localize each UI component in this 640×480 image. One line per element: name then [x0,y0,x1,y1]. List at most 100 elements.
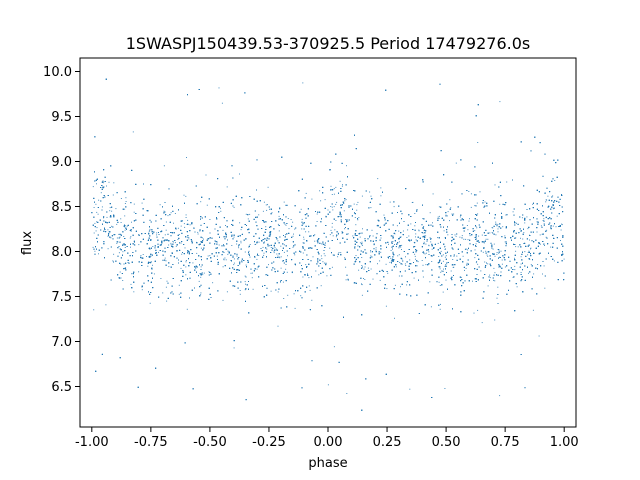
data-point [527,228,529,230]
data-point [112,260,114,262]
data-point [115,208,117,210]
data-point [429,281,431,283]
data-point [302,82,304,84]
data-point [475,245,477,247]
data-point [552,225,554,227]
data-point [356,209,358,211]
data-point [425,235,427,237]
data-point [225,225,226,226]
data-point [149,228,151,230]
data-point [197,233,199,235]
data-point [166,300,168,302]
data-point [437,242,439,244]
data-point [203,272,205,274]
data-point [327,209,329,211]
data-point [244,275,246,277]
data-point [415,258,416,260]
data-point [398,247,400,249]
data-point [512,211,514,213]
data-point [520,272,522,273]
data-point [216,241,218,243]
data-point [184,247,186,249]
data-point [200,294,202,296]
data-point [400,236,402,238]
data-point [114,234,116,236]
data-point [95,230,97,232]
data-point [149,230,151,232]
data-point [153,273,155,275]
data-point [317,259,319,261]
data-point [393,206,395,208]
data-point [464,248,466,250]
data-point [96,227,98,229]
data-point [429,237,431,239]
data-point [105,304,107,306]
data-point [174,242,176,244]
data-point [346,219,348,220]
data-point [332,254,334,256]
data-point [133,211,135,213]
data-point [276,253,278,255]
data-point [465,238,467,240]
data-point [483,242,485,244]
data-point [494,280,496,282]
data-point [347,233,349,235]
data-point [334,229,336,231]
data-point [116,241,118,243]
data-point [201,237,203,239]
data-point [244,289,246,291]
data-point [223,259,225,261]
data-point [554,180,556,181]
data-point [113,253,115,255]
data-point [339,214,341,216]
data-point [163,210,165,212]
data-point [180,225,182,227]
data-point [544,245,545,246]
data-point [305,264,307,266]
data-point [487,263,489,265]
data-point [415,233,417,235]
data-point [164,234,166,236]
data-point [501,263,503,265]
data-point [315,270,317,272]
data-point [118,233,120,235]
data-point [126,225,128,227]
data-point [533,273,535,275]
data-point [337,256,339,258]
data-point [440,303,441,305]
data-point [418,229,420,231]
data-point [119,236,121,238]
data-point [543,218,545,220]
data-point [478,235,480,237]
data-point [120,198,122,199]
data-point [469,235,471,237]
data-point [120,263,122,265]
data-point [499,203,501,205]
data-point [422,251,424,253]
data-point [264,241,265,243]
data-point [421,260,423,261]
data-point [248,246,250,248]
data-point [198,280,200,282]
data-point [124,247,126,248]
data-point [553,260,555,262]
data-point [150,255,152,257]
data-point [370,255,372,257]
data-point [294,307,296,309]
data-point [514,265,516,267]
data-point [252,288,254,290]
data-point [530,264,532,266]
data-point [521,217,523,219]
data-point [539,234,541,236]
data-point [440,250,442,252]
data-point [209,219,211,220]
data-point [353,203,355,205]
data-point [285,234,286,236]
data-point [370,268,372,270]
data-point [245,264,247,266]
data-point [500,250,502,252]
data-point [546,229,548,231]
data-point [383,214,385,216]
data-point [302,242,304,244]
data-point [520,263,522,265]
